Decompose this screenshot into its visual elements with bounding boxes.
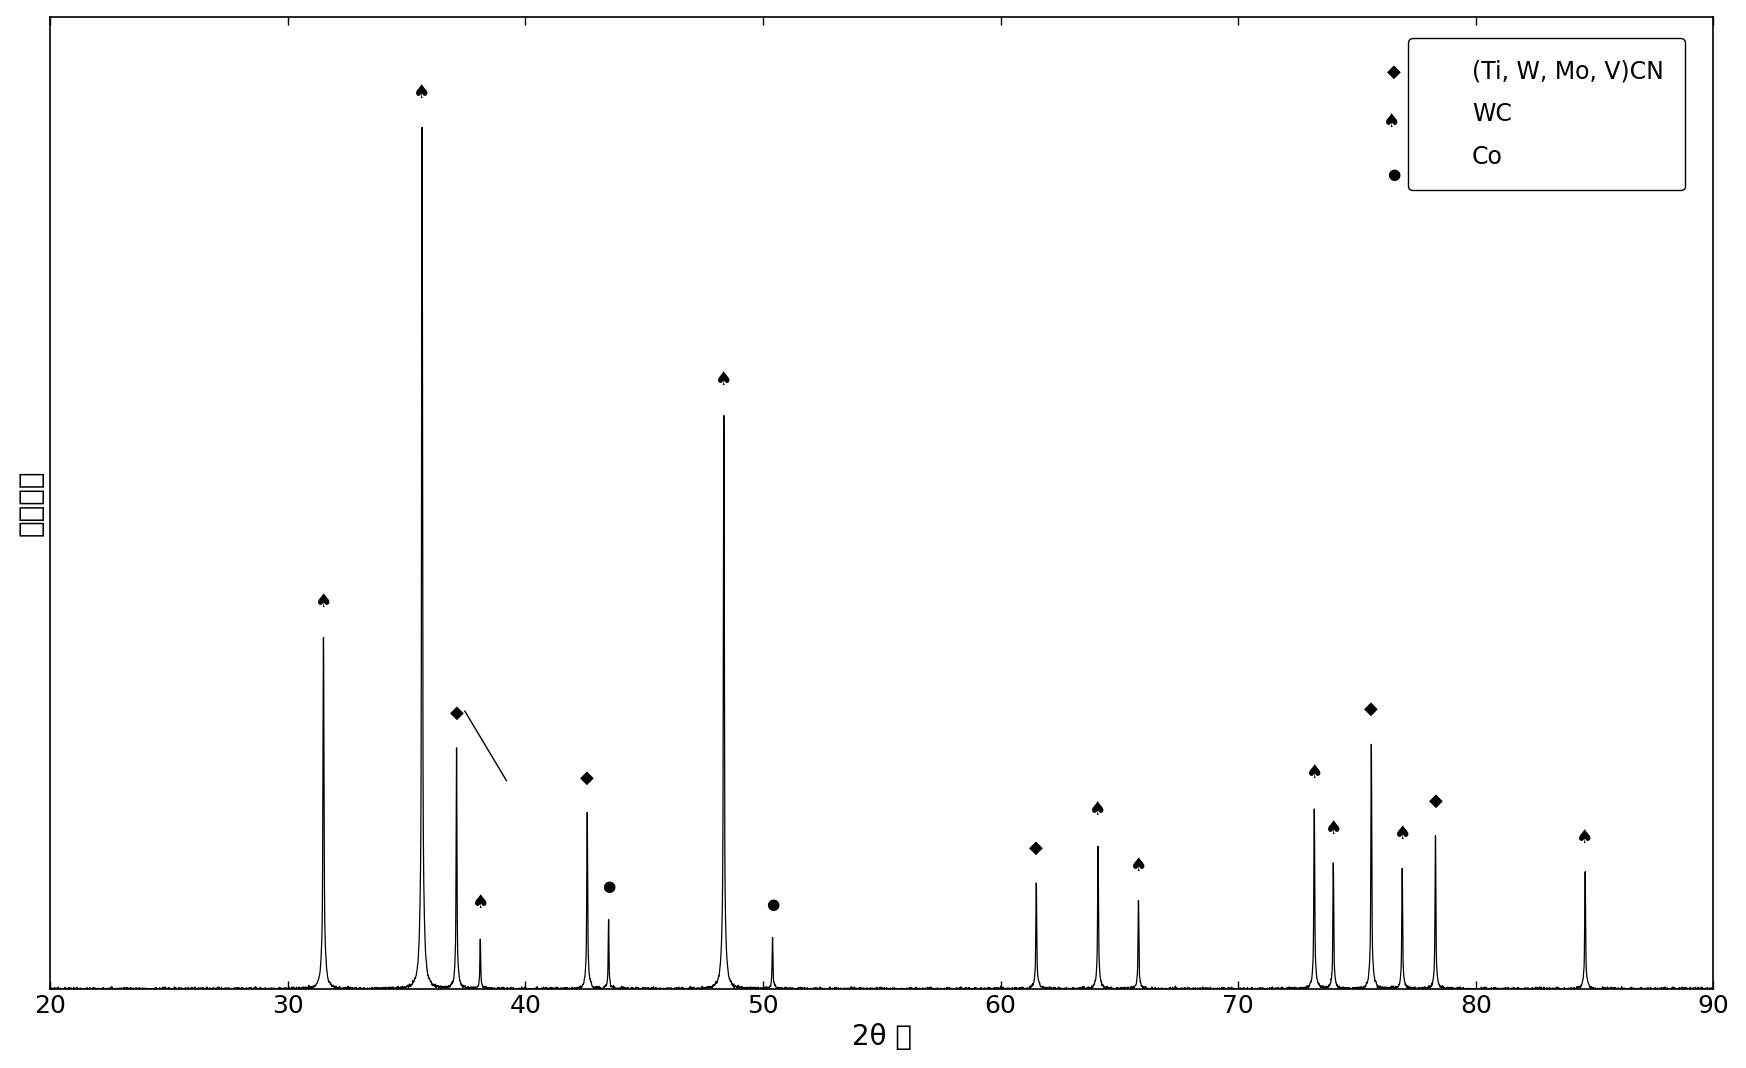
Text: ♠: ♠ — [716, 370, 733, 389]
Text: ●: ● — [602, 879, 615, 894]
Text: ♠: ♠ — [1306, 764, 1323, 783]
Text: ♠: ♠ — [1383, 112, 1400, 131]
Text: ◆: ◆ — [1030, 838, 1042, 857]
Text: ♠: ♠ — [414, 83, 431, 101]
Text: ♠: ♠ — [1090, 801, 1107, 819]
Text: ♠: ♠ — [1130, 857, 1147, 875]
Legend: (Ti, W, Mo, V)CN, WC, Co: (Ti, W, Mo, V)CN, WC, Co — [1407, 38, 1685, 190]
Text: ◆: ◆ — [1428, 792, 1442, 811]
Text: ◆: ◆ — [1386, 62, 1400, 80]
Text: ◆: ◆ — [1364, 700, 1378, 718]
Text: ●: ● — [1386, 167, 1400, 182]
Text: ◆: ◆ — [580, 769, 594, 787]
Text: ♠: ♠ — [1393, 823, 1411, 843]
Text: ♠: ♠ — [1325, 819, 1343, 838]
Text: ♠: ♠ — [471, 893, 489, 912]
Text: ♠: ♠ — [314, 592, 332, 611]
Text: ◆: ◆ — [449, 704, 463, 722]
Text: ♠: ♠ — [1577, 829, 1594, 847]
Text: ●: ● — [766, 897, 779, 912]
Y-axis label: 相对强度: 相对强度 — [17, 470, 45, 536]
X-axis label: 2θ 度: 2θ 度 — [852, 1023, 911, 1051]
